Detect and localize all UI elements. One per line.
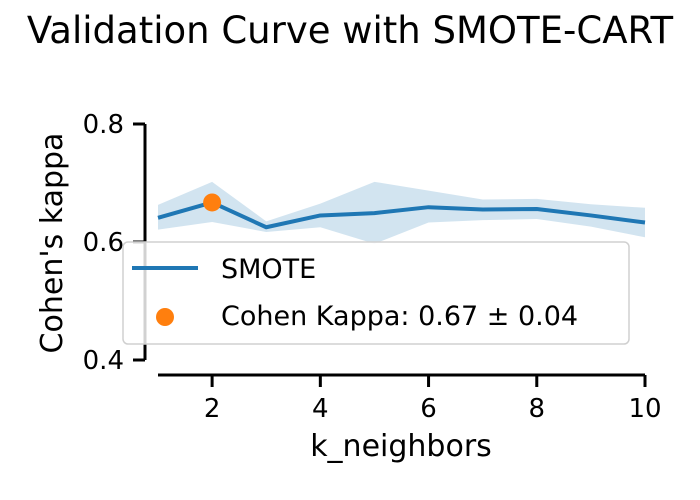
- y-tick-label: 0.4: [83, 346, 124, 376]
- y-tick-label: 0.6: [83, 228, 124, 258]
- x-tick-label: 6: [420, 394, 437, 424]
- legend-box: [122, 241, 630, 345]
- legend-highlight-marker: [156, 308, 174, 326]
- x-tick-label: 8: [529, 394, 546, 424]
- smote-line: [157, 200, 646, 230]
- legend-smote-label: SMOTE: [221, 254, 316, 285]
- y-axis-label: Cohen's kappa: [35, 133, 70, 354]
- smote-confidence-band: [158, 181, 645, 244]
- x-tick-label: 2: [204, 394, 221, 424]
- y-tick-label: 0.8: [83, 110, 124, 140]
- x-axis-label: k_neighbors: [310, 429, 492, 464]
- x-tick-label: 10: [628, 394, 661, 424]
- chart-title: Validation Curve with SMOTE-CART: [27, 9, 674, 52]
- best-score-point: [203, 193, 222, 212]
- legend: SMOTE Cohen Kappa: 0.67 ± 0.04: [122, 241, 630, 345]
- legend-highlight-label: Cohen Kappa: 0.67 ± 0.04: [221, 301, 578, 332]
- x-tick-label: 4: [312, 394, 329, 424]
